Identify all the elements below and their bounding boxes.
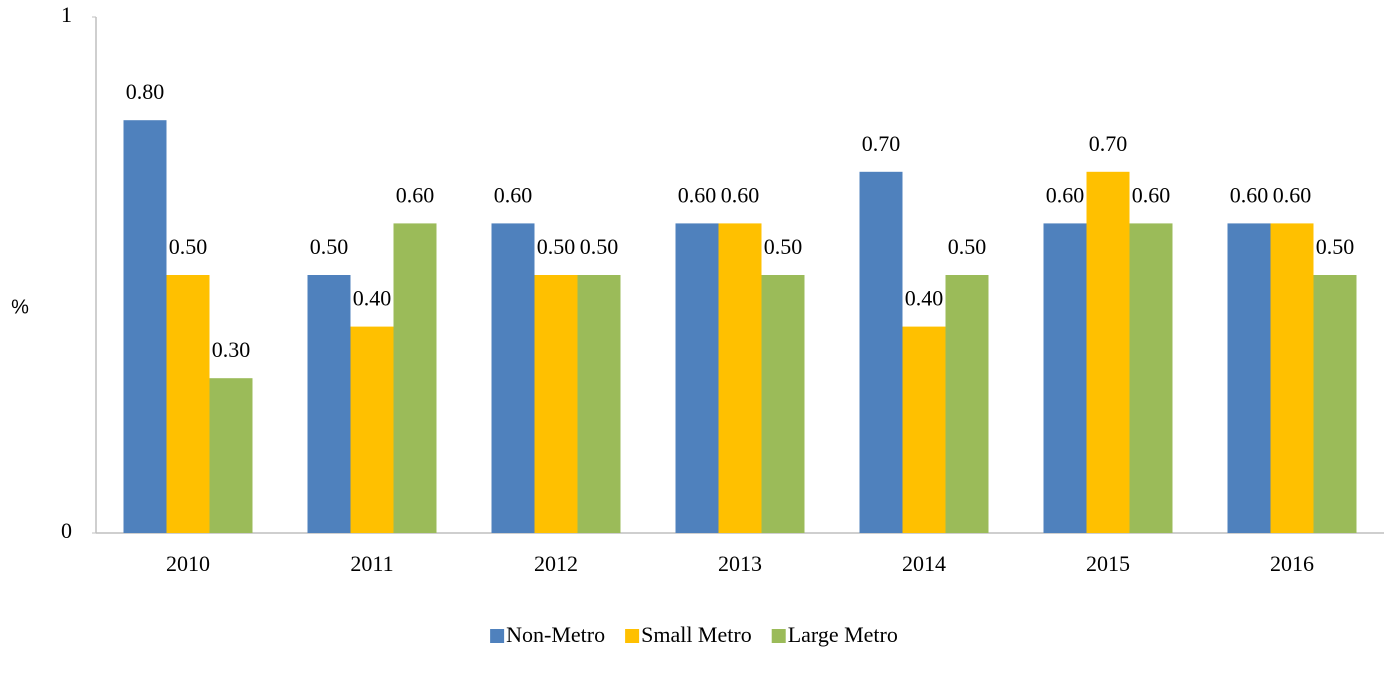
- legend-label: Small Metro: [641, 622, 752, 647]
- y-tick-label: 0: [61, 518, 72, 543]
- legend-swatch: [625, 629, 640, 643]
- data-label: 0.60: [1230, 182, 1269, 207]
- bar: [209, 378, 253, 533]
- bar: [350, 326, 394, 533]
- data-label: 0.50: [764, 234, 803, 259]
- bar: [1086, 171, 1130, 534]
- x-tick-label: 2012: [534, 551, 578, 576]
- data-label: 0.40: [353, 286, 392, 311]
- x-tick-label: 2014: [902, 551, 946, 576]
- data-label: 0.60: [396, 182, 435, 207]
- x-tick-label: 2010: [166, 551, 210, 576]
- data-label: 0.60: [1273, 182, 1312, 207]
- bar: [166, 275, 210, 533]
- bar: [577, 275, 621, 533]
- data-label: 0.50: [1316, 234, 1355, 259]
- x-tick-label: 2011: [350, 551, 393, 576]
- data-label: 0.50: [580, 234, 619, 259]
- bar: [945, 275, 989, 533]
- bar: [1043, 223, 1087, 533]
- bar: [393, 223, 437, 533]
- data-label: 0.60: [1132, 182, 1171, 207]
- bar: [123, 120, 167, 533]
- data-label: 0.60: [494, 182, 533, 207]
- data-label: 0.30: [212, 337, 251, 362]
- bar: [902, 326, 946, 533]
- x-tick-label: 2015: [1086, 551, 1130, 576]
- x-tick-label: 2016: [1270, 551, 1314, 576]
- bar: [859, 171, 903, 534]
- data-label: 0.50: [169, 234, 208, 259]
- x-tick-label: 2013: [718, 551, 762, 576]
- data-label: 0.70: [862, 131, 901, 156]
- bar: [1227, 223, 1271, 533]
- legend-label: Non-Metro: [506, 622, 605, 647]
- data-label: 0.50: [310, 234, 349, 259]
- legend-swatch: [771, 629, 786, 643]
- legend-label: Large Metro: [788, 622, 898, 647]
- data-label: 0.50: [537, 234, 576, 259]
- data-label: 0.40: [905, 286, 944, 311]
- data-label: 0.60: [1046, 182, 1085, 207]
- data-label: 0.50: [948, 234, 987, 259]
- y-axis-label: %: [11, 296, 29, 318]
- bar: [534, 275, 578, 533]
- bar: [1313, 275, 1357, 533]
- y-tick-label: 1: [61, 2, 72, 27]
- data-label: 0.60: [721, 182, 760, 207]
- bar: [307, 275, 351, 533]
- bar: [761, 275, 805, 533]
- data-label: 0.70: [1089, 131, 1128, 156]
- data-label: 0.60: [678, 182, 717, 207]
- data-label: 0.80: [126, 79, 165, 104]
- bar: [1270, 223, 1314, 533]
- bar: [675, 223, 719, 533]
- bar: [1129, 223, 1173, 533]
- bar: [718, 223, 762, 533]
- bar: [491, 223, 535, 533]
- legend-swatch: [490, 629, 505, 643]
